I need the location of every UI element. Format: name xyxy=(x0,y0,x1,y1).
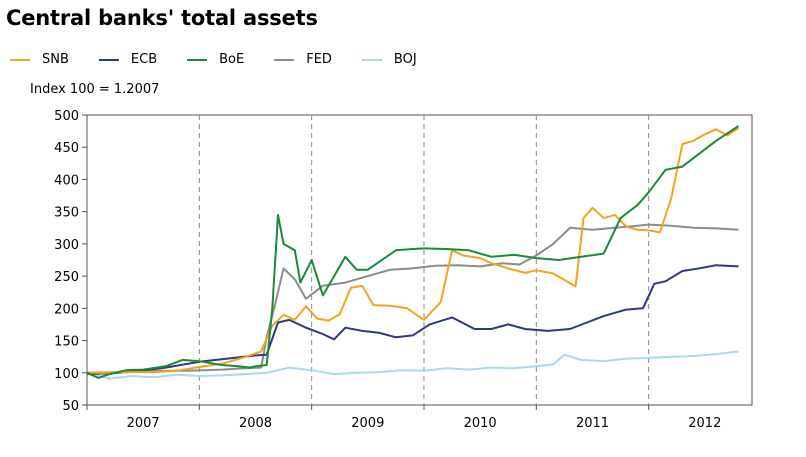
series-line-boe xyxy=(86,125,740,379)
x-tick-label: 2008 xyxy=(239,416,272,431)
x-tick-label: 2007 xyxy=(127,416,160,431)
legend-label-ecb: ECB xyxy=(130,52,158,67)
legend-swatch-boj xyxy=(361,58,382,61)
y-tick-label: 150 xyxy=(54,335,79,350)
y-tick-label: 300 xyxy=(54,238,79,253)
chart-subtitle: Index 100 = 1.2007 xyxy=(30,82,160,97)
series-line-fed xyxy=(86,223,739,374)
x-tick-label: 2010 xyxy=(464,416,497,431)
legend-item-boe: BoE xyxy=(187,52,244,67)
y-tick-label: 500 xyxy=(54,109,79,124)
legend-label-snb: SNB xyxy=(42,52,69,67)
legend-swatch-snb xyxy=(10,58,30,61)
y-tick-label: 450 xyxy=(54,141,79,156)
legend-item-boj: BOJ xyxy=(361,52,417,67)
legend-item-snb: SNB xyxy=(10,52,69,67)
y-tick-label: 250 xyxy=(54,270,79,285)
y-tick-label: 400 xyxy=(54,173,79,188)
legend-label-boj: BOJ xyxy=(393,52,417,67)
x-tick-label: 2009 xyxy=(351,416,384,431)
legend-label-fed: FED xyxy=(306,52,332,67)
y-tick-label: 50 xyxy=(62,399,79,414)
y-tick-label: 200 xyxy=(54,302,79,317)
x-tick-label: 2011 xyxy=(576,416,609,431)
legend-swatch-boe xyxy=(187,58,208,61)
series-line-boj xyxy=(86,350,739,380)
chart-title: Central banks' total assets xyxy=(6,6,318,30)
legend-item-fed: FED xyxy=(274,52,332,67)
y-tick-label: 350 xyxy=(54,206,79,221)
plot-frame xyxy=(86,114,753,406)
series-line-ecb xyxy=(86,264,739,376)
legend: SNB ECB BoE FED BOJ xyxy=(10,52,447,67)
y-tick-label: 100 xyxy=(54,367,79,382)
legend-swatch-ecb xyxy=(98,58,119,61)
x-tick-label: 2012 xyxy=(688,416,721,431)
legend-swatch-fed xyxy=(274,58,295,61)
legend-label-boe: BoE xyxy=(219,52,245,67)
legend-item-ecb: ECB xyxy=(98,52,158,67)
